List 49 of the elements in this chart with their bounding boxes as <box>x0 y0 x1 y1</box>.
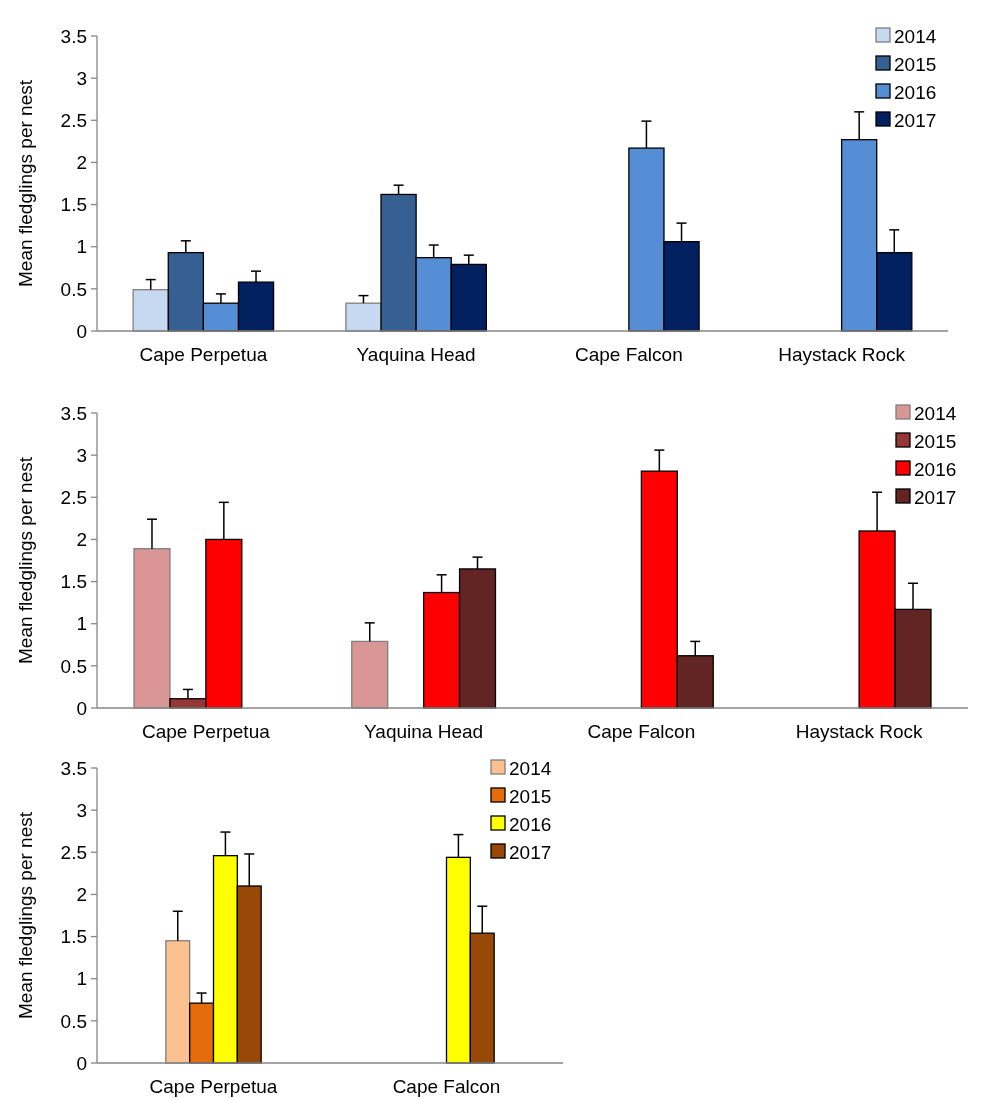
y-tick-label: 0.5 <box>60 655 87 677</box>
x-tick-label: Cape Falcon <box>575 344 683 365</box>
x-tick-label: Haystack Rock <box>795 721 923 742</box>
legend-label: 2014 <box>509 757 552 779</box>
x-tick-label: Haystack Rock <box>778 344 906 365</box>
y-tick-label: 0 <box>76 697 87 719</box>
legend-label: 2015 <box>914 430 957 452</box>
legend-label: 2016 <box>509 813 552 835</box>
legend-label: 2014 <box>894 25 937 47</box>
y-tick-label: 2.5 <box>60 109 87 131</box>
x-tick-label: Cape Perpetua <box>139 344 268 365</box>
y-tick-label: 1 <box>76 613 87 635</box>
y-tick-label: 3 <box>76 67 87 89</box>
x-tick-label: Yaquina Head <box>356 344 476 365</box>
y-tick-label: 0.5 <box>60 278 87 300</box>
legend-label: 2015 <box>894 53 937 75</box>
y-tick-label: 3 <box>76 799 87 821</box>
y-tick-label: 3.5 <box>60 757 87 779</box>
legend-label: 2016 <box>914 458 957 480</box>
y-tick-label: 1 <box>76 236 87 258</box>
y-axis-title: Mean fledglings per nest <box>15 811 36 1020</box>
x-tick-label: Cape Perpetua <box>149 1076 278 1097</box>
y-tick-label: 2.5 <box>60 486 87 508</box>
legend-label: 2015 <box>509 785 552 807</box>
y-tick-label: 0 <box>76 1052 87 1074</box>
x-tick-label: Cape Perpetua <box>141 721 271 742</box>
y-tick-label: 3.5 <box>60 402 87 424</box>
y-axis-title: Mean fledglings per nest <box>15 456 36 665</box>
x-tick-label: Cape Falcon <box>587 721 696 742</box>
y-tick-label: 1.5 <box>60 194 87 216</box>
legend-label: 2014 <box>914 402 957 424</box>
y-tick-label: 1 <box>76 968 87 990</box>
y-tick-label: 0.5 <box>60 1010 87 1032</box>
y-tick-label: 3 <box>76 444 87 466</box>
y-axis-title: Mean fledglings per nest <box>15 79 36 288</box>
x-tick-label: Cape Falcon <box>392 1076 501 1097</box>
y-tick-label: 0 <box>76 320 87 342</box>
y-tick-label: 2 <box>76 529 87 551</box>
y-tick-label: 2 <box>76 884 87 906</box>
legend-label: 2017 <box>914 486 957 508</box>
y-tick-label: 2 <box>76 152 87 174</box>
y-tick-label: 1.5 <box>60 571 87 593</box>
y-tick-label: 3.5 <box>60 25 87 47</box>
legend-label: 2017 <box>894 109 937 131</box>
x-tick-label: Yaquina Head <box>364 721 484 742</box>
y-tick-label: 2.5 <box>60 841 87 863</box>
legend-label: 2017 <box>509 841 552 863</box>
legend-label: 2016 <box>894 81 937 103</box>
y-tick-label: 1.5 <box>60 926 87 948</box>
